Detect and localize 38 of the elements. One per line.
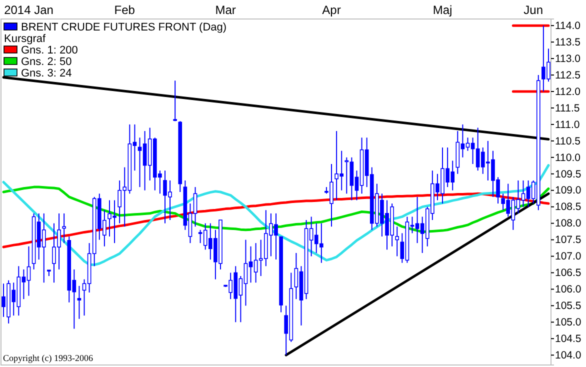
y-tick-label: 105.0: [555, 316, 582, 329]
y-tick-label: 111.0: [555, 118, 580, 131]
candlestick: [77, 285, 82, 320]
x-tick-label: Apr: [322, 3, 341, 17]
y-tick-label: 104.5: [555, 333, 582, 345]
y-tick-label: 112.0: [555, 86, 581, 98]
legend-label: Gns. 3: 24: [21, 68, 72, 80]
y-tick-label: 110.0: [555, 152, 581, 164]
candlestick: [395, 226, 400, 257]
y-tick-label: 108.0: [555, 218, 582, 230]
y-tick-label: 106.0: [555, 284, 582, 296]
legend-label: Gns. 2: 50: [21, 56, 72, 68]
y-tick-label: 113.5: [555, 36, 581, 48]
y-tick-label: 112.5: [555, 69, 581, 82]
y-tick-label: 105.5: [555, 300, 582, 312]
y-tick-label: 110.5: [555, 135, 581, 148]
y-tick-label: 111.5: [555, 102, 580, 114]
x-tick-label: Mar: [215, 3, 236, 17]
legend-title: Kursgraf: [4, 33, 47, 45]
legend-label: Gns. 1: 200: [21, 44, 78, 56]
line-series: [2, 164, 550, 266]
y-tick-label: 113.0: [555, 52, 581, 65]
y-tick-label: 106.5: [555, 267, 582, 280]
x-tick-label: Jun: [524, 3, 544, 17]
candlestick: [62, 212, 66, 244]
y-tick-label: 107.5: [555, 234, 582, 246]
x-tick-label: 2014 Jan: [4, 3, 54, 17]
candlestick: [173, 80, 177, 122]
legend-label: BRENT CRUDE FUTURES FRONT (Dag): [21, 22, 227, 34]
y-tick-label: 114.0: [555, 20, 581, 32]
x-tick-label: Feb: [114, 3, 136, 17]
annotation: Copyright (c) 1993-2006: [3, 353, 94, 363]
y-tick-label: 107.0: [555, 250, 582, 263]
y-tick-label: 104.0: [555, 349, 582, 362]
y-tick-label: 109.0: [555, 184, 582, 197]
y-tick-label: 109.5: [555, 168, 582, 180]
x-tick-label: Maj: [432, 3, 452, 17]
y-tick-label: 108.5: [555, 201, 582, 214]
